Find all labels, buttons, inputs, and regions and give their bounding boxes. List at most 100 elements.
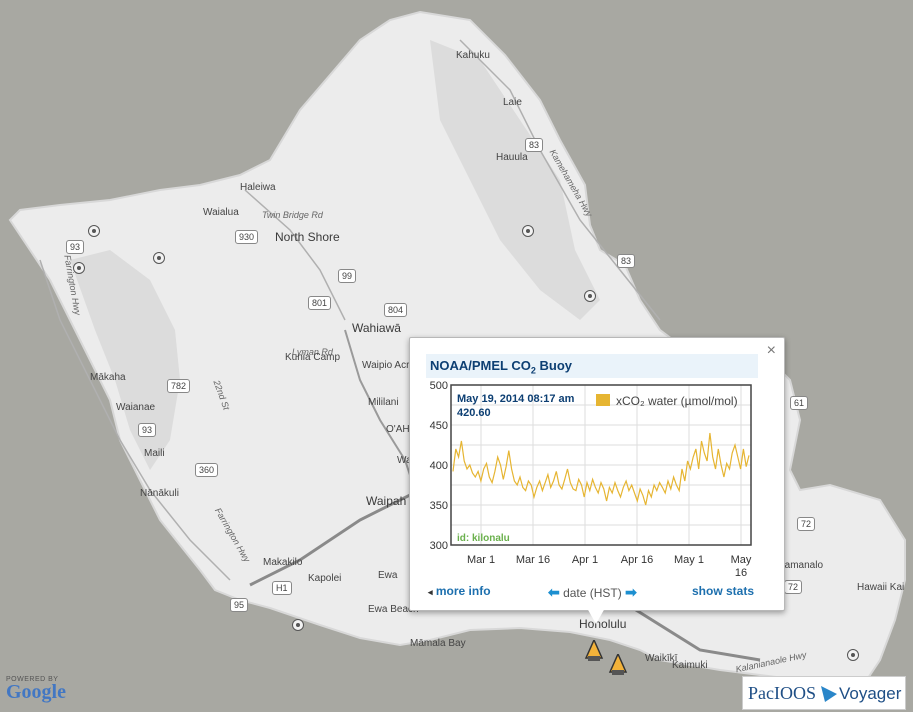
y-tick-label: 300: [430, 540, 448, 552]
close-icon[interactable]: ×: [766, 342, 776, 359]
show-stats-link[interactable]: show stats: [692, 584, 755, 598]
place-label: Waikīkī: [645, 653, 678, 664]
y-axis: 500 450 400 350 300: [430, 380, 448, 552]
series-line-xco2: [452, 432, 750, 506]
powered-by-label: POWERED BY: [6, 676, 59, 683]
route-shield: 72: [784, 580, 803, 594]
route-shield: 804: [384, 303, 408, 317]
route-shield: 93: [138, 423, 157, 437]
arrow-right-icon[interactable]: ➡: [625, 584, 637, 600]
waianae-range: [70, 250, 180, 470]
place-label: O'AH: [386, 424, 410, 435]
more-info-link[interactable]: ◂ more info: [428, 584, 491, 598]
y-tick-label: 350: [430, 500, 448, 512]
route-shield: 801: [308, 296, 332, 310]
x-tick-label: May 1: [674, 554, 704, 566]
popup-title: NOAA/PMEL CO2 Buoy: [426, 354, 758, 378]
route-shield: 360: [195, 463, 219, 477]
place-label: Wa: [397, 455, 412, 466]
place-label: Maili: [144, 448, 165, 459]
pacioos-voyager-logo[interactable]: PacIOOS Voyager: [742, 676, 906, 710]
place-label: Ewa Beach: [368, 604, 419, 615]
place-label: Nānākuli: [140, 488, 179, 499]
x-tick-label: Mar 1: [467, 554, 495, 566]
route-shield: 61: [790, 396, 809, 410]
place-label: Wahiawā: [352, 321, 401, 335]
station-id-label: id: kilonalu: [457, 533, 510, 544]
place-label: North Shore: [275, 230, 340, 244]
voyager-wordmark: Voyager: [839, 684, 902, 703]
road-farrington: [39, 259, 231, 581]
x-tick-label: 16: [735, 567, 747, 578]
route-shield: 83: [617, 254, 636, 268]
place-label: Kapolei: [308, 573, 342, 584]
route-shield: 93: [66, 240, 85, 254]
legend: xCO₂ water (µmol/mol): [596, 394, 738, 408]
place-label: Mililani: [368, 397, 399, 408]
google-wordmark: Google: [6, 681, 66, 703]
station-popup: NOAA/PMEL CO2 Buoy × 500 450 400 350 300 Mar…: [409, 337, 785, 611]
legend-label: xCO₂ water (µmol/mol): [616, 394, 738, 408]
place-label: Māmala Bay: [410, 638, 466, 649]
x-tick-label: Apr 16: [621, 554, 653, 566]
x-tick-label: May: [731, 554, 752, 566]
more-info-label: more info: [435, 584, 491, 598]
arrow-left-icon[interactable]: ⬅: [548, 584, 560, 600]
popup-pointer: [587, 608, 605, 624]
x-tick-label: Apr 1: [572, 554, 598, 566]
place-label: Waianae: [116, 402, 156, 413]
place-label: Ewa: [378, 570, 398, 581]
y-tick-label: 500: [430, 380, 448, 392]
chart-grid: [451, 385, 751, 545]
place-label: Twin Bridge Rd: [262, 210, 323, 220]
y-tick-label: 450: [430, 420, 448, 432]
road-windward: [459, 39, 661, 321]
route-shield: 72: [797, 517, 816, 531]
caret-left-icon: ◂: [428, 587, 433, 597]
place-label: Hauula: [496, 152, 528, 163]
place-label: Waipio Acres: [362, 360, 420, 371]
station-marker[interactable]: [584, 290, 596, 302]
plot-area: [450, 384, 752, 546]
google-logo[interactable]: POWERED BY Google: [6, 676, 66, 703]
road-h2: [344, 329, 416, 491]
x-tick-label: Mar 16: [516, 554, 550, 566]
place-label: Hawaii Kai: [857, 582, 905, 593]
route-shield: 99: [338, 269, 357, 283]
buoy-marker-icon[interactable]: [608, 654, 628, 676]
station-marker[interactable]: [153, 252, 165, 264]
date-label: date (HST): [563, 586, 622, 600]
place-label: Mākaha: [90, 372, 126, 383]
tooltip-value: 420.60: [457, 407, 491, 419]
date-navigator: ⬅ date (HST) ➡: [548, 584, 637, 601]
pacioos-wordmark: PacIOOS: [748, 683, 816, 703]
legend-swatch: [596, 394, 610, 406]
koolau-range: [430, 40, 600, 320]
station-marker[interactable]: [847, 649, 859, 661]
voyager-logo-icon: [821, 686, 837, 702]
place-label: Kunia Camp: [285, 352, 341, 363]
route-shield: 930: [235, 230, 259, 244]
place-label: Kamanalo: [778, 560, 824, 571]
road-kam-hwy: [244, 189, 346, 321]
place-label: Makakilo: [263, 557, 303, 568]
buoy-marker-icon[interactable]: [584, 640, 604, 662]
route-shield: 83: [525, 138, 544, 152]
station-marker[interactable]: [88, 225, 100, 237]
place-label: Laie: [503, 97, 522, 108]
place-label: Kahuku: [456, 50, 490, 61]
y-tick-label: 400: [430, 460, 448, 472]
route-shield: H1: [272, 581, 292, 595]
place-label: Lyman Rd: [292, 347, 333, 357]
station-marker[interactable]: [522, 225, 534, 237]
station-marker[interactable]: [73, 262, 85, 274]
place-label: Waipah: [366, 494, 407, 508]
place-label: Waialua: [203, 207, 239, 218]
place-label: Haleiwa: [240, 182, 276, 193]
station-marker[interactable]: [292, 619, 304, 631]
tooltip-date: May 19, 2014 08:17 am: [457, 393, 575, 405]
route-shield: 95: [230, 598, 249, 612]
route-shield: 782: [167, 379, 191, 393]
